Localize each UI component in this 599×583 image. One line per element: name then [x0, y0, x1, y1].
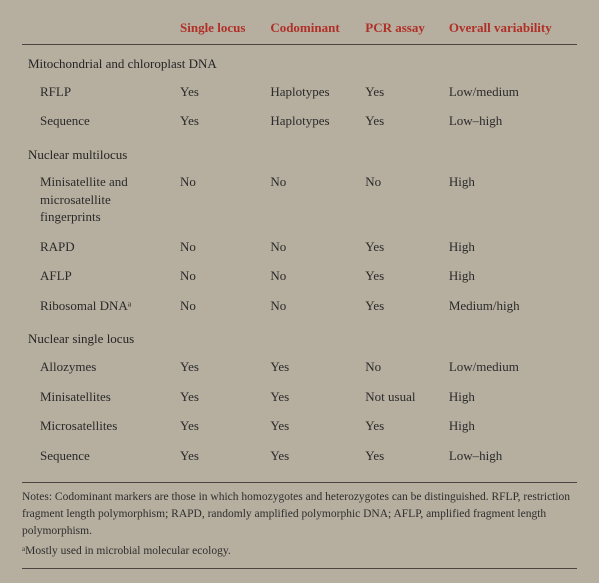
cell: High	[443, 167, 577, 232]
cell: Yes	[264, 382, 359, 412]
cell: No	[359, 167, 443, 232]
table-row: Sequence Yes Haplotypes Yes Low–high	[22, 106, 577, 136]
cell: Yes	[174, 441, 264, 471]
notes-block: Notes: Codominant markers are those in w…	[22, 482, 577, 569]
cell: High	[443, 232, 577, 262]
cell: No	[264, 232, 359, 262]
table-body: Mitochondrial and chloroplast DNA RFLP Y…	[22, 45, 577, 471]
row-label: Minisatellite and microsatellite fingerp…	[22, 167, 174, 232]
table-row: Ribosomal DNAᵃ No No Yes Medium/high	[22, 291, 577, 321]
cell: Haplotypes	[264, 77, 359, 107]
cell: Low–high	[443, 441, 577, 471]
cell: Yes	[174, 77, 264, 107]
cell: Medium/high	[443, 291, 577, 321]
row-label: Microsatellites	[22, 411, 174, 441]
cell: Yes	[359, 291, 443, 321]
table-row: Minisatellite and microsatellite fingerp…	[22, 167, 577, 232]
table-row: Minisatellites Yes Yes Not usual High	[22, 382, 577, 412]
table-row: Microsatellites Yes Yes Yes High	[22, 411, 577, 441]
cell: No	[264, 291, 359, 321]
row-label: AFLP	[22, 261, 174, 291]
row-label: RFLP	[22, 77, 174, 107]
section-mito: Mitochondrial and chloroplast DNA	[22, 45, 577, 77]
cell: Yes	[359, 441, 443, 471]
cell: Low/medium	[443, 352, 577, 382]
cell: No	[174, 167, 264, 232]
col-codominant: Codominant	[264, 14, 359, 45]
table-page: Single locus Codominant PCR assay Overal…	[0, 0, 599, 583]
cell: No	[174, 232, 264, 262]
cell: Yes	[264, 352, 359, 382]
section-title: Nuclear multilocus	[22, 136, 577, 168]
notes-text-1: Notes: Codominant markers are those in w…	[22, 489, 577, 543]
cell: Yes	[174, 352, 264, 382]
notes-text-2: ᵃMostly used in microbial molecular ecol…	[22, 543, 577, 569]
section-title: Mitochondrial and chloroplast DNA	[22, 45, 577, 77]
table-header: Single locus Codominant PCR assay Overal…	[22, 14, 577, 45]
row-label: Ribosomal DNAᵃ	[22, 291, 174, 321]
markers-table: Single locus Codominant PCR assay Overal…	[22, 14, 577, 470]
row-label: RAPD	[22, 232, 174, 262]
col-blank	[22, 14, 174, 45]
cell: High	[443, 411, 577, 441]
row-label: Sequence	[22, 106, 174, 136]
cell: Yes	[264, 411, 359, 441]
table-row: RAPD No No Yes High	[22, 232, 577, 262]
row-label: Sequence	[22, 441, 174, 471]
cell: Yes	[174, 411, 264, 441]
cell: Low/medium	[443, 77, 577, 107]
cell: High	[443, 382, 577, 412]
col-overall-variability: Overall variability	[443, 14, 577, 45]
cell: Yes	[174, 106, 264, 136]
cell: High	[443, 261, 577, 291]
cell: Yes	[359, 411, 443, 441]
cell: Yes	[264, 441, 359, 471]
cell: No	[174, 261, 264, 291]
cell: No	[174, 291, 264, 321]
cell: Not usual	[359, 382, 443, 412]
col-pcr-assay: PCR assay	[359, 14, 443, 45]
table-row: AFLP No No Yes High	[22, 261, 577, 291]
cell: Yes	[359, 261, 443, 291]
section-nuclear-multi: Nuclear multilocus	[22, 136, 577, 168]
cell: Low–high	[443, 106, 577, 136]
cell: Yes	[359, 77, 443, 107]
table-row: Sequence Yes Yes Yes Low–high	[22, 441, 577, 471]
table-row: Allozymes Yes Yes No Low/medium	[22, 352, 577, 382]
cell: No	[264, 167, 359, 232]
cell: No	[359, 352, 443, 382]
section-title: Nuclear single locus	[22, 320, 577, 352]
table-row: RFLP Yes Haplotypes Yes Low/medium	[22, 77, 577, 107]
cell: Haplotypes	[264, 106, 359, 136]
section-nuclear-single: Nuclear single locus	[22, 320, 577, 352]
cell: Yes	[174, 382, 264, 412]
cell: Yes	[359, 232, 443, 262]
cell: No	[264, 261, 359, 291]
row-label: Allozymes	[22, 352, 174, 382]
col-single-locus: Single locus	[174, 14, 264, 45]
row-label: Minisatellites	[22, 382, 174, 412]
cell: Yes	[359, 106, 443, 136]
